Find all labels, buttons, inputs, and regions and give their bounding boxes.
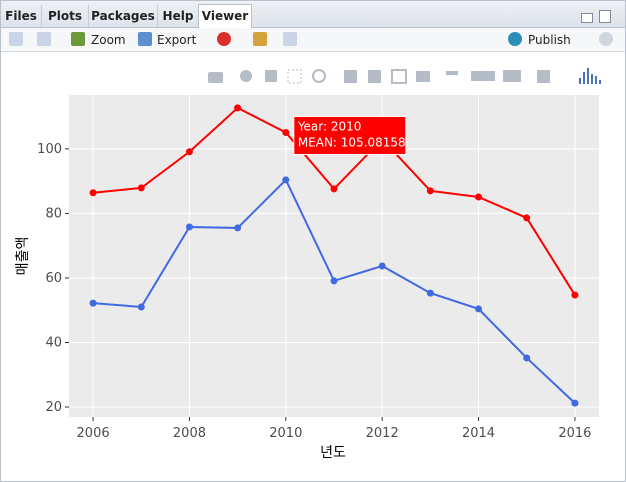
minimize[interactable] — [581, 13, 593, 23]
toolbar: Zoom Export Publish — [1, 28, 625, 52]
tab[interactable]: Files — [1, 5, 42, 27]
tooltip-text: Year: 2010 — [297, 119, 362, 133]
data-point — [137, 303, 145, 311]
publish-icon — [508, 32, 522, 46]
data-point — [571, 291, 579, 299]
data-point — [185, 148, 193, 156]
tab[interactable]: Packages — [89, 5, 158, 27]
refresh[interactable] — [599, 32, 613, 46]
modebar-button[interactable] — [312, 69, 326, 83]
modebar-button[interactable] — [503, 70, 521, 82]
export-icon — [138, 32, 152, 46]
y-tick-label: 100 — [37, 142, 62, 157]
data-point — [89, 299, 97, 307]
tab-active[interactable]: Viewer — [198, 4, 252, 29]
x-axis-title: 년도 — [320, 445, 346, 461]
zoom-icon — [71, 32, 85, 46]
x-tick-label: 2006 — [77, 426, 110, 441]
data-point — [426, 289, 434, 297]
export-button[interactable]: Export — [157, 33, 197, 47]
data-point — [523, 214, 531, 222]
x-tick-label: 2012 — [366, 426, 399, 441]
y-tick-label: 60 — [45, 271, 62, 286]
modebar-button[interactable] — [471, 71, 495, 81]
data-point — [185, 223, 193, 231]
y-tick-label: 80 — [45, 206, 62, 221]
modebar-button[interactable] — [240, 70, 252, 82]
y-axis-title: 매출액 — [15, 237, 31, 276]
data-point — [89, 189, 97, 197]
back[interactable] — [9, 32, 23, 46]
data-point — [330, 185, 338, 193]
popout[interactable] — [283, 32, 297, 46]
y-tick-label: 20 — [45, 400, 62, 415]
plotly-logo[interactable] — [579, 68, 601, 84]
tab[interactable]: Plots — [42, 5, 89, 27]
data-point — [137, 184, 145, 192]
modebar-button[interactable] — [368, 70, 381, 83]
modebar-button[interactable] — [344, 70, 357, 83]
data-point — [426, 187, 434, 195]
forward[interactable] — [37, 32, 51, 46]
tab-bar: Files Plots Packages Help Viewer — [1, 1, 625, 29]
modebar-button[interactable] — [208, 72, 223, 83]
x-tick-label: 2014 — [462, 426, 495, 441]
x-tick-label: 2010 — [269, 426, 302, 441]
x-tick-label: 2008 — [173, 426, 206, 441]
data-point — [378, 262, 386, 270]
y-tick-label: 40 — [45, 335, 62, 350]
tab[interactable]: Help — [158, 5, 199, 27]
modebar — [208, 68, 601, 84]
data-point — [234, 104, 242, 112]
modebar-button[interactable] — [265, 70, 277, 82]
zoom-button[interactable]: Zoom — [91, 33, 126, 47]
data-point — [282, 128, 290, 136]
modebar-button[interactable] — [416, 71, 430, 82]
modebar-button[interactable] — [391, 69, 407, 84]
modebar-button[interactable] — [537, 70, 550, 83]
chart: 년도 매출액 20 40 60 80 100 2006 2008 2010 2012 2014 20… — [15, 68, 601, 461]
tooltip-text: MEAN: 105.08158 — [298, 135, 406, 149]
publish-button[interactable]: Publish — [528, 33, 571, 47]
data-point — [523, 354, 531, 362]
data-point — [571, 399, 579, 407]
data-point — [475, 193, 483, 201]
data-point — [330, 277, 338, 285]
data-point — [282, 176, 290, 184]
modebar-button[interactable] — [446, 71, 458, 75]
modebar-button[interactable] — [287, 69, 302, 84]
x-tick-label: 2016 — [558, 426, 591, 441]
hover-tooltip: Year: 2010 MEAN: 105.08158 — [293, 115, 407, 155]
data-point — [234, 224, 242, 232]
tooltip-box — [293, 115, 407, 155]
data-point — [475, 305, 483, 313]
broom[interactable] — [253, 32, 267, 46]
clear[interactable] — [217, 32, 231, 46]
maximize[interactable] — [599, 10, 611, 23]
